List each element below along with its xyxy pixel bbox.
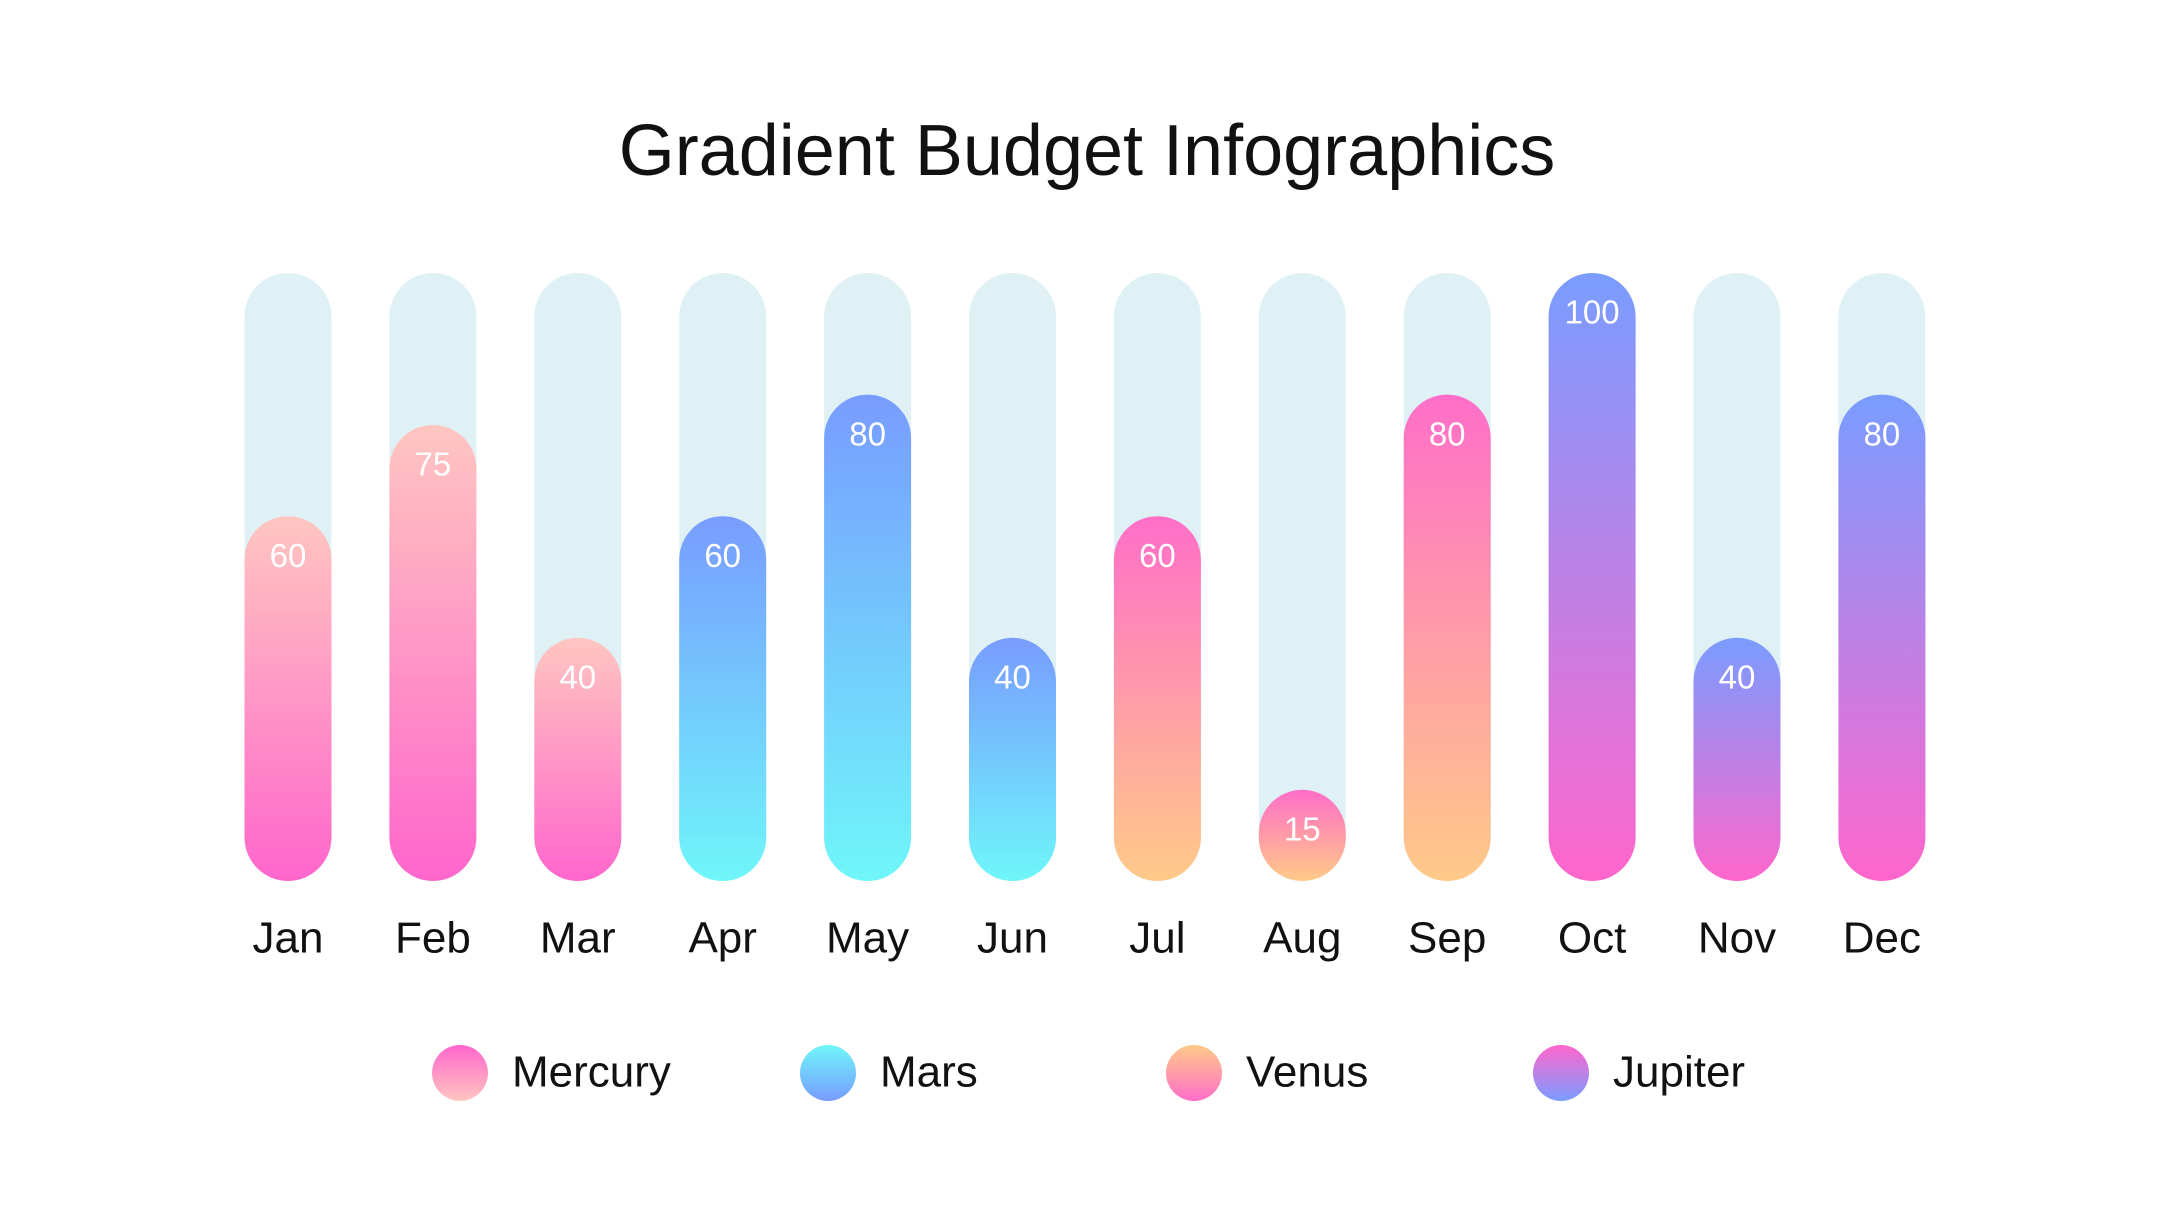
legend-swatch	[1166, 1045, 1222, 1101]
chart-title: Gradient Budget Infographics	[619, 111, 1556, 191]
value-label: 60	[704, 537, 741, 574]
x-tick-label: Sep	[1408, 914, 1486, 963]
legend-swatch	[432, 1045, 488, 1101]
legend-label: Mercury	[512, 1048, 671, 1097]
value-label: 80	[1864, 415, 1901, 452]
bar	[1403, 394, 1491, 881]
bar	[1113, 516, 1201, 881]
bar	[1693, 637, 1781, 881]
x-tick-label: Feb	[395, 914, 471, 963]
value-label: 40	[994, 659, 1031, 696]
value-label: 40	[559, 659, 596, 696]
value-label: 15	[1284, 811, 1321, 848]
x-tick-label: Jun	[977, 914, 1048, 963]
legend-label: Mars	[880, 1048, 978, 1097]
legend-label: Venus	[1246, 1048, 1368, 1097]
legend-swatch	[800, 1045, 856, 1101]
value-label: 60	[1139, 537, 1176, 574]
bar	[824, 394, 912, 881]
value-label: 80	[849, 415, 886, 452]
bar	[1838, 394, 1926, 881]
x-tick-label: Oct	[1558, 914, 1626, 963]
bar	[1258, 789, 1346, 881]
bar	[244, 516, 332, 881]
legend-swatch	[1533, 1045, 1589, 1101]
bar	[1548, 273, 1636, 881]
value-label: 75	[415, 446, 452, 483]
bar	[969, 637, 1056, 881]
x-tick-label: May	[826, 914, 909, 963]
x-tick-label: Nov	[1698, 914, 1776, 963]
value-label: 40	[1719, 659, 1756, 696]
bar	[534, 637, 622, 881]
bar	[389, 425, 477, 881]
x-tick-label: Dec	[1843, 914, 1921, 963]
value-label: 80	[1429, 415, 1466, 452]
value-label: 60	[270, 537, 307, 574]
bar	[679, 516, 767, 881]
x-tick-label: Apr	[688, 914, 756, 963]
x-tick-label: Mar	[540, 914, 616, 963]
track	[1258, 273, 1346, 881]
legend-label: Jupiter	[1613, 1048, 1745, 1097]
x-tick-label: Jul	[1129, 914, 1185, 963]
x-tick-label: Jan	[253, 914, 324, 963]
x-tick-label: Aug	[1263, 914, 1341, 963]
value-label: 100	[1565, 294, 1620, 331]
